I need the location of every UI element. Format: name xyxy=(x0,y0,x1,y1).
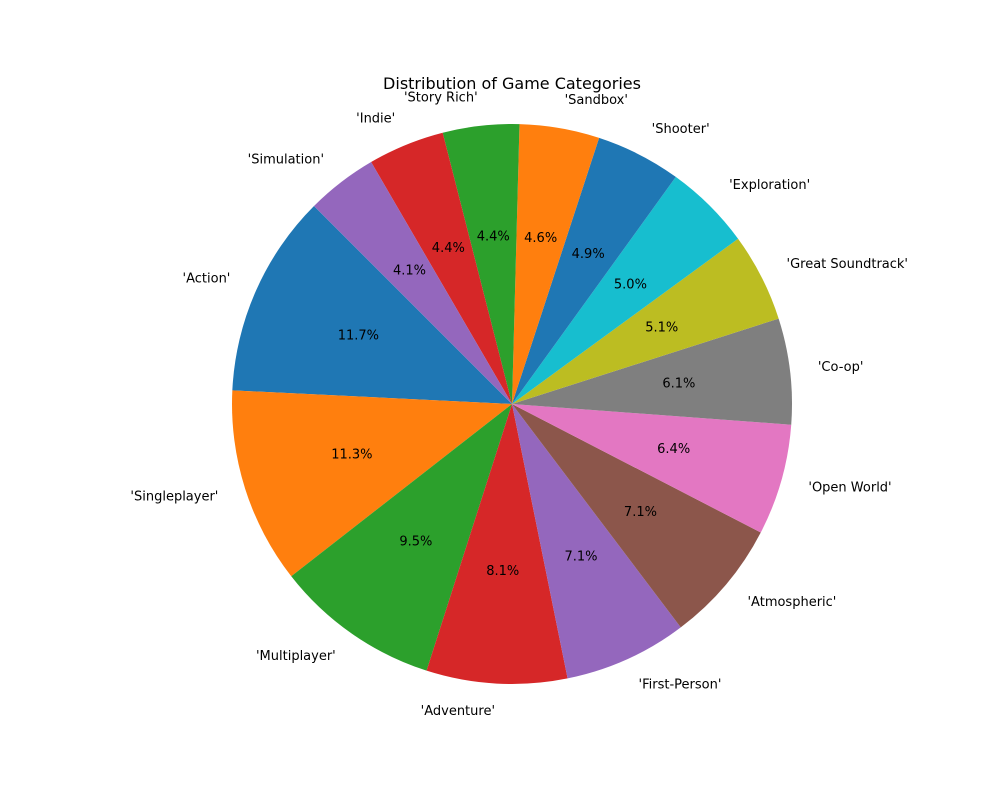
pie-slice-co-op xyxy=(512,318,792,425)
category-label-shooter: 'Shooter' xyxy=(652,122,710,137)
category-label-multiplayer: 'Multiplayer' xyxy=(256,649,336,664)
pie-slice-atmospheric xyxy=(512,404,761,628)
category-label-singleplayer: 'Singleplayer' xyxy=(130,490,218,505)
percentage-labels: 11.7% 11.3% 9.5% 8.1% 7.1% 7.1% 6.4% 6.1% 5.1% 5.… xyxy=(331,230,695,580)
pie-slice-simulation xyxy=(314,162,512,404)
pct-label-simulation: 4.1% xyxy=(393,263,426,278)
pct-label-story-rich: 4.4% xyxy=(477,230,510,245)
pie-slice-exploration xyxy=(512,176,739,404)
pct-label-co-op: 6.1% xyxy=(662,377,695,392)
category-label-indie: 'Indie' xyxy=(356,111,395,126)
category-label-simulation: 'Simulation' xyxy=(248,152,324,167)
pct-label-adventure: 8.1% xyxy=(486,564,519,579)
pie-slice-first-person xyxy=(512,404,681,679)
pie-slice-singleplayer xyxy=(232,390,513,577)
pct-label-open-world: 6.4% xyxy=(657,442,690,457)
category-label-open-world: 'Open World' xyxy=(808,480,891,495)
pie-slice-indie xyxy=(371,132,512,404)
category-label-exploration: 'Exploration' xyxy=(729,178,810,193)
category-label-co-op: 'Co-op' xyxy=(818,360,864,375)
pie-slice-open-world xyxy=(512,404,792,533)
pie-slice-shooter xyxy=(512,137,676,404)
category-labels: 'Action' 'Singleplayer' 'Multiplayer' 'Adve… xyxy=(130,90,908,719)
pie-slice-adventure xyxy=(426,404,568,684)
category-label-great-soundtrack: 'Great Soundtrack' xyxy=(787,257,909,272)
pct-label-multiplayer: 9.5% xyxy=(399,534,432,549)
pct-label-action: 11.7% xyxy=(338,328,379,343)
pie-slice-multiplayer xyxy=(291,404,512,671)
pct-label-exploration: 5.0% xyxy=(614,277,647,292)
category-label-action: 'Action' xyxy=(183,272,231,287)
pie-wedges xyxy=(232,124,792,684)
chart-title: Distribution of Game Categories xyxy=(383,74,641,93)
pie-slice-story-rich xyxy=(442,124,520,405)
category-label-first-person: 'First-Person' xyxy=(639,677,722,692)
pct-label-atmospheric: 7.1% xyxy=(624,505,657,520)
category-label-sandbox: 'Sandbox' xyxy=(565,93,628,108)
pct-label-great-soundtrack: 5.1% xyxy=(645,320,678,335)
pct-label-sandbox: 4.6% xyxy=(524,231,557,246)
pie-slice-sandbox xyxy=(512,124,600,405)
pie-slice-action xyxy=(232,206,512,404)
category-label-adventure: 'Adventure' xyxy=(421,704,495,719)
pct-label-first-person: 7.1% xyxy=(565,550,598,565)
pct-label-singleplayer: 11.3% xyxy=(331,447,372,462)
category-label-story-rich: 'Story Rich' xyxy=(404,90,478,105)
pct-label-indie: 4.4% xyxy=(432,241,465,256)
pie-slice-great-soundtrack xyxy=(512,238,779,404)
pct-label-shooter: 4.9% xyxy=(572,247,605,262)
category-label-atmospheric: 'Atmospheric' xyxy=(747,595,836,610)
